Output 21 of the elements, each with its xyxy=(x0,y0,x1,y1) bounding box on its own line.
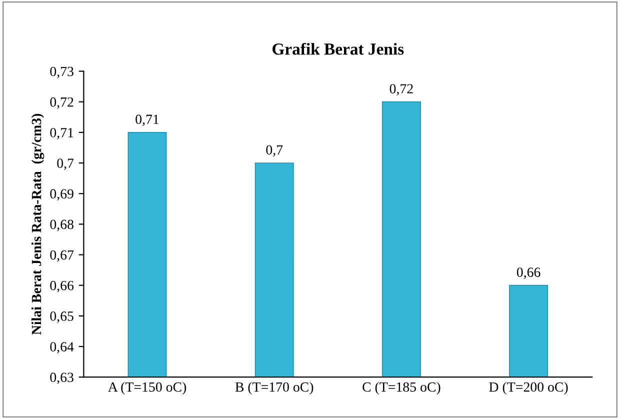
y-tick-label: 0,73 xyxy=(50,66,74,78)
y-tick-label: 0,68 xyxy=(50,220,74,232)
y-tick-label: 0,7 xyxy=(57,158,74,170)
y-tick-label: 0,69 xyxy=(50,189,74,201)
y-tick-label: 0,67 xyxy=(50,250,74,262)
y-tick-label: 0,64 xyxy=(50,342,74,354)
x-tick-label: C (T=185 oC) xyxy=(362,382,440,395)
data-label: 0,66 xyxy=(516,268,540,279)
data-label: 0,72 xyxy=(390,84,413,96)
data-label: 0,71 xyxy=(136,114,159,126)
x-tick-label: A (T=150 oC) xyxy=(108,382,186,395)
y-tick-label: 0,65 xyxy=(50,312,74,323)
data-label: 0,7 xyxy=(266,145,283,157)
y-tick-label: 0,72 xyxy=(50,97,74,109)
y-tick-label: 0,66 xyxy=(50,280,74,292)
x-tick-label: D (T=200 oC) xyxy=(489,382,568,395)
y-tick-label: 0,63 xyxy=(50,372,74,384)
x-tick-label: B (T=170 oC) xyxy=(235,382,314,395)
y-tick-label: 0,71 xyxy=(50,128,74,140)
chart-title: Grafik Berat Jenis xyxy=(272,42,404,55)
y-axis-title: Nilai Berat Jenis Rata-Rata (gr/cm3) xyxy=(31,114,44,335)
